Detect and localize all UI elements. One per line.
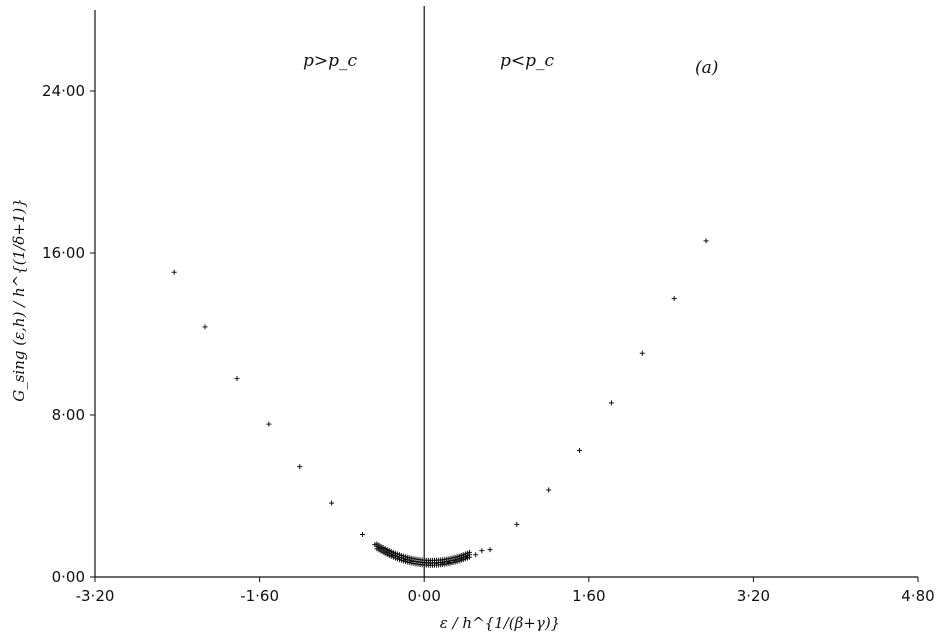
x-tick-label: 4·80 bbox=[901, 587, 934, 605]
x-tick-label: 1·60 bbox=[572, 587, 605, 605]
data-point bbox=[546, 487, 552, 493]
data-point bbox=[359, 531, 365, 537]
data-point bbox=[234, 376, 240, 382]
y-tick-label: 0·00 bbox=[52, 568, 85, 586]
y-axis-title: G_sing (ε,h) / h^{(1/δ+1)} bbox=[10, 198, 28, 402]
data-point bbox=[577, 447, 583, 453]
data-point bbox=[514, 521, 520, 527]
data-point bbox=[671, 296, 677, 302]
annotation-p-less-pc: p<p_c bbox=[500, 51, 555, 71]
data-point bbox=[297, 464, 303, 470]
data-point bbox=[473, 552, 479, 558]
data-point bbox=[266, 421, 272, 427]
y-tick-label: 24·00 bbox=[42, 82, 85, 100]
data-point bbox=[202, 324, 208, 330]
data-point bbox=[329, 500, 335, 506]
dense-point-band bbox=[374, 541, 472, 568]
x-axis-title: ε / h^{1/(β+γ)} bbox=[440, 614, 560, 632]
data-points bbox=[171, 238, 709, 568]
data-point bbox=[487, 547, 493, 553]
data-point bbox=[608, 400, 614, 406]
data-point bbox=[703, 238, 709, 244]
x-tick-label: -3·20 bbox=[76, 587, 115, 605]
x-tick-label: 3·20 bbox=[737, 587, 770, 605]
y-tick-label: 16·00 bbox=[42, 244, 85, 262]
data-point bbox=[639, 350, 645, 356]
axes: -3·20 -1·60 0·00 1·60 3·20 4·80 0·00 8·00 16·00 2… bbox=[42, 6, 935, 605]
data-point bbox=[171, 269, 177, 275]
annotation-panel-label: (a) bbox=[695, 58, 718, 78]
x-tick-label: -1·60 bbox=[240, 587, 279, 605]
x-tick-label: 0·00 bbox=[407, 587, 440, 605]
data-point bbox=[479, 548, 485, 554]
y-tick-label: 8·00 bbox=[52, 406, 85, 424]
annotation-p-greater-pc: p>p_c bbox=[303, 51, 358, 71]
